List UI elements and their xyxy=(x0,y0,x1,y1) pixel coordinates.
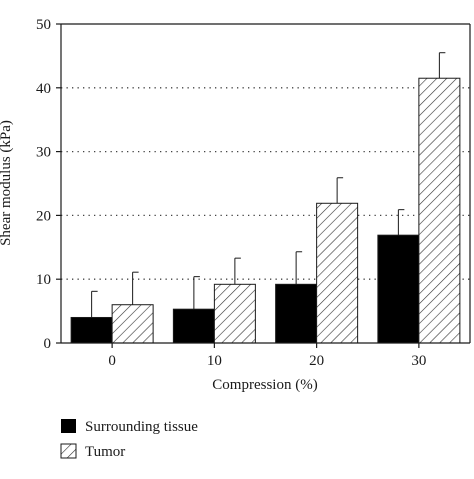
bars xyxy=(70,77,461,344)
x-tick-label-20: 20 xyxy=(309,353,324,369)
x-axis-title: Compression (%) xyxy=(212,377,317,393)
y-tick-label-0: 0 xyxy=(44,336,52,352)
y-ticks: 0 10 20 30 40 50 xyxy=(36,17,61,352)
y-tick-label-20: 20 xyxy=(36,208,51,224)
legend-swatch-tumor xyxy=(60,443,77,459)
bar-tumor-30 xyxy=(418,77,461,344)
y-tick-label-30: 30 xyxy=(36,145,51,161)
bar-tumor-20 xyxy=(316,202,359,344)
gridlines xyxy=(61,87,470,280)
x-ticks: 0 10 20 30 xyxy=(108,343,426,369)
error-bars xyxy=(91,52,446,318)
x-tick-label-0: 0 xyxy=(108,353,116,369)
bar-surrounding-tissue-0 xyxy=(70,316,113,344)
y-tick-label-50: 50 xyxy=(36,17,51,33)
x-tick-label-30: 30 xyxy=(411,353,426,369)
y-tick-label-10: 10 xyxy=(36,272,51,288)
bar-surrounding-tissue-30 xyxy=(377,234,420,344)
x-tick-label-10: 10 xyxy=(207,353,222,369)
bar-tumor-0 xyxy=(111,304,154,344)
bar-tumor-10 xyxy=(213,283,256,344)
bar-surrounding-tissue-20 xyxy=(275,283,318,344)
legend-label-tumor: Tumor xyxy=(85,444,125,460)
y-tick-label-40: 40 xyxy=(36,81,51,97)
legend-swatch-surrounding-tissue xyxy=(61,419,76,433)
legend: Surrounding tissue Tumor xyxy=(60,419,198,460)
legend-label-surrounding-tissue: Surrounding tissue xyxy=(85,419,198,435)
bar-surrounding-tissue-10 xyxy=(172,308,215,344)
y-axis-title: Shear modulus (kPa) xyxy=(0,120,14,246)
